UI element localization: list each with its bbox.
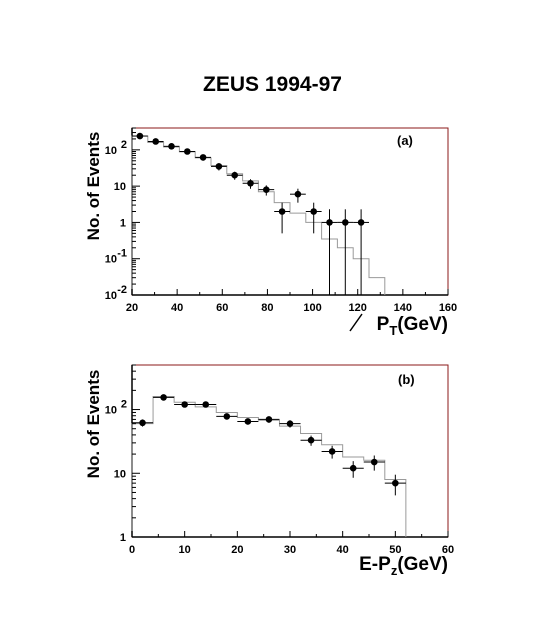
data-point [152,138,159,145]
x-tick-label: 20 [231,544,243,556]
y-tick-exponent: 2 [121,399,127,411]
x-tick-label: 140 [394,302,412,314]
data-point [349,464,357,472]
data-point [139,419,146,427]
y-tick-exponent: 2 [121,139,127,151]
data-point [184,148,191,155]
mc-histogram-line [131,135,386,295]
y-tick-label: 10 [105,290,117,302]
data-point [231,171,238,179]
y-tick-exponent: -2 [117,284,127,296]
data-point [223,413,231,420]
x-tick-label: 60 [442,544,454,556]
data-point [202,401,210,408]
x-axis-title: E-Pz(GeV) [359,554,448,578]
y-tick-label: 10 [114,468,126,480]
y-tick-label: 10 [105,405,117,417]
data-point [307,436,315,444]
data-point [215,163,223,170]
x-axis-title-unit: (GeV) [397,554,448,575]
y-tick-label: 10 [114,181,126,193]
x-tick-label: 10 [179,544,191,556]
x-tick-label: 80 [261,302,273,314]
x-tick-label: 50 [389,544,401,556]
data-point [265,416,273,423]
data-point [326,219,333,226]
y-tick-exponent: -1 [117,248,127,260]
x-tick-label: 160 [439,302,457,314]
data-point [181,401,188,408]
x-tick-label: 60 [216,302,228,314]
data-point [136,132,144,140]
y-tick-label: 1 [120,532,126,544]
x-tick-label: 120 [349,302,367,314]
plot-frame [131,364,449,538]
data-point [263,186,270,193]
x-tick-label: 0 [129,544,135,556]
x-axis-title-unit: (GeV) [397,314,448,335]
data-point [357,219,365,226]
data-point [342,219,349,226]
data-point [199,154,207,161]
data-point [278,208,286,215]
data-point [392,479,399,487]
y-axis-title: No. of Events [84,132,103,241]
x-axis-title-main: P [377,314,390,335]
panel-label: (a) [397,133,413,148]
y-tick-label: 1 [120,217,126,229]
data-point [370,458,378,466]
y-axis-title: No. of Events [84,370,103,479]
x-axis-title-subscript: z [391,563,398,578]
missing-slash-mark [349,313,363,332]
y-tick-label: 10 [105,254,117,266]
y-tick-label: 10 [105,145,117,157]
data-point [286,420,294,427]
data-point [310,208,318,215]
data-point [244,418,252,425]
data-point [328,448,336,455]
x-tick-label: 40 [171,302,183,314]
x-tick-label: 30 [284,544,296,556]
x-axis-title: PT(GeV) [377,314,448,338]
data-point [247,179,254,187]
data-point [168,143,175,150]
x-tick-label: 20 [126,302,138,314]
x-tick-label: 40 [337,544,349,556]
x-axis-title-main: E-P [359,554,391,575]
figure-title: ZEUS 1994-97 [203,73,342,96]
x-tick-label: 100 [303,302,321,314]
panel-b-e-pz-histogram: 0 10 20 30 40 50 60 1 10 10 2 (b) No. of Events E-Pz(… [84,364,454,578]
data-point [160,394,167,401]
panel-label: (b) [398,372,415,387]
data-point [294,190,302,198]
x-axis-title-subscript: T [389,323,397,338]
